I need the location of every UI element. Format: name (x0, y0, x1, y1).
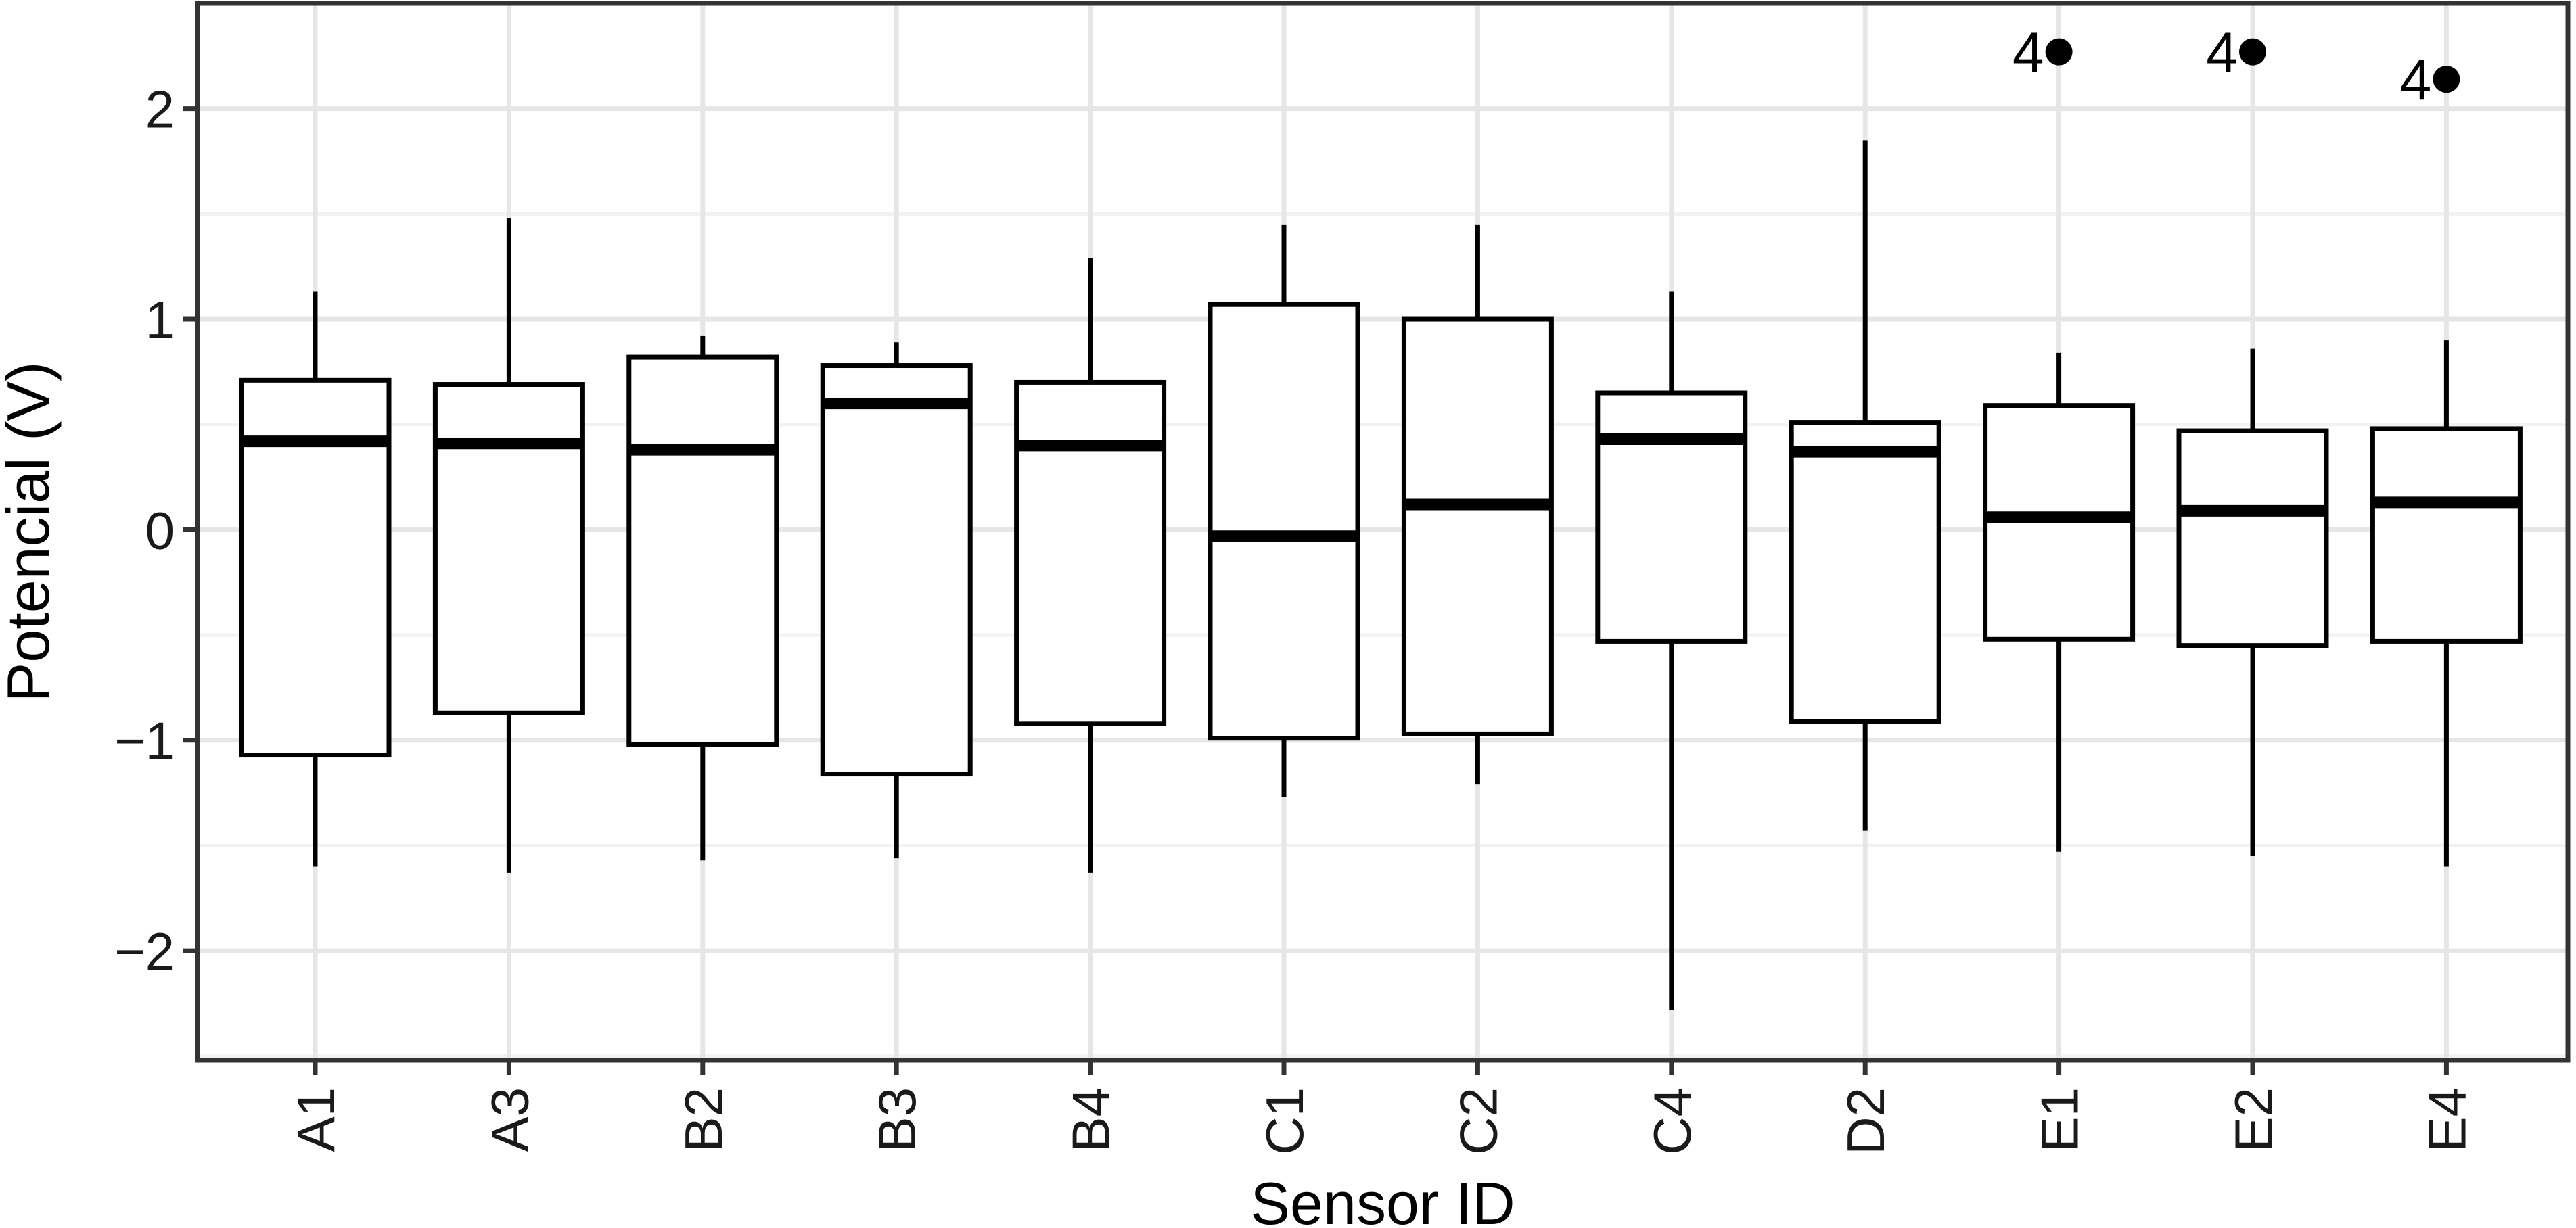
box-body (1208, 302, 1360, 741)
box-B2 (626, 335, 779, 861)
box-E1 (1983, 352, 2136, 852)
x-tick-label: E1 (2030, 1087, 2090, 1152)
box-B3 (820, 342, 973, 859)
box-D2 (1789, 140, 1941, 831)
y-tick-label: 0 (145, 500, 175, 560)
y-tick-label: −2 (114, 922, 175, 981)
x-tick-label: A1 (286, 1087, 346, 1152)
y-tick-label: −1 (114, 711, 175, 771)
box-body (2370, 426, 2523, 644)
y-axis-title: Potencial (V) (0, 362, 62, 703)
x-tick-label: B2 (674, 1087, 733, 1152)
box-body (1014, 379, 1167, 726)
outlier-point (2045, 38, 2073, 66)
axes: −2 −1 0 1 2 A1 A3 B2 B3 B4 C1 C2 C4 D2 E1 E2 E4 (114, 80, 2477, 1155)
box-A1 (239, 291, 392, 867)
outlier-point (2239, 38, 2266, 66)
x-tick-label: E2 (2224, 1087, 2283, 1152)
x-tick-label: C2 (1448, 1087, 1508, 1155)
box-E2 (2176, 348, 2329, 856)
box-C4 (1595, 291, 1748, 1010)
box-body (1789, 420, 1941, 724)
outlier-point (2433, 66, 2460, 93)
box-B4 (1014, 258, 1167, 873)
outlier-label: 4 (2013, 21, 2044, 85)
x-tick-label: B4 (1061, 1087, 1121, 1152)
y-tick-label: 2 (145, 80, 175, 139)
box-body (2176, 428, 2329, 648)
outliers: 4 4 4 (2013, 21, 2460, 112)
x-axis-title: Sensor ID (1250, 1170, 1515, 1228)
x-tick-label: D2 (1836, 1087, 1895, 1155)
box-A3 (432, 218, 585, 873)
box-body (432, 382, 585, 715)
x-tick-label: C1 (1255, 1087, 1314, 1155)
box-C2 (1401, 224, 1554, 785)
box-E4 (2370, 340, 2523, 867)
x-tick-label: B3 (867, 1087, 927, 1152)
box-body (1401, 316, 1554, 736)
box-body (626, 354, 779, 747)
x-tick-label: E4 (2417, 1087, 2477, 1152)
y-tick-label: 1 (145, 290, 175, 350)
box-body (820, 363, 973, 777)
outlier-label: 4 (2400, 48, 2432, 112)
box-C1 (1208, 224, 1360, 797)
x-tick-label: A3 (480, 1087, 539, 1152)
boxes (239, 140, 2523, 1010)
box-body (1595, 390, 1748, 644)
outlier-label: 4 (2206, 21, 2238, 85)
x-tick-label: C4 (1642, 1087, 1702, 1155)
